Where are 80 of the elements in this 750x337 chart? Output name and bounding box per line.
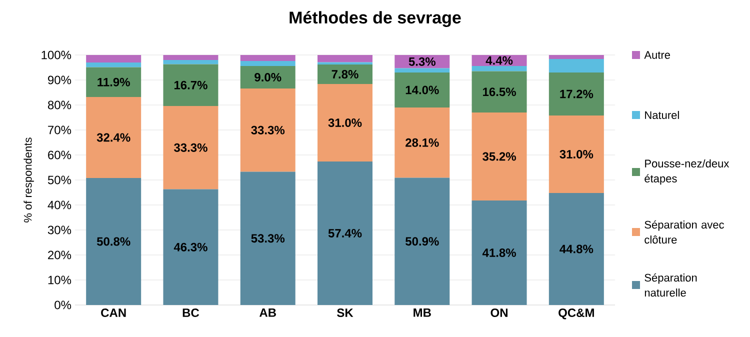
- bar: [394, 107, 450, 178]
- x-tick-label: QC&M: [558, 308, 594, 320]
- legend-label: Naturel: [645, 110, 679, 120]
- bar: [394, 68, 450, 72]
- legend-label: Séparation naturelle: [644, 273, 697, 297]
- y-tick-label: 10%: [48, 276, 72, 284]
- bar: [240, 60, 296, 66]
- data-label: 53.3%: [251, 234, 285, 243]
- data-label: 33.3%: [251, 126, 285, 134]
- data-label: 35.2%: [482, 152, 516, 161]
- data-label: 7.8%: [332, 70, 358, 78]
- bar: [548, 54, 604, 59]
- y-axis-title: % of respondents: [24, 138, 34, 222]
- y-tick-label: 100%: [42, 50, 72, 60]
- bar: [240, 54, 296, 61]
- x-tick-label: CAN: [101, 308, 126, 318]
- x-tick-label: AB: [259, 308, 276, 317]
- data-label: 16.7%: [174, 80, 208, 90]
- data-label: 50.9%: [406, 237, 439, 246]
- data-label: 33.3%: [174, 143, 208, 152]
- y-tick-label: 20%: [48, 250, 72, 260]
- data-label: 46.3%: [174, 242, 208, 252]
- data-label: 44.8%: [560, 244, 594, 254]
- x-tick-label: MB: [414, 308, 431, 317]
- bar: [86, 178, 142, 305]
- x-tick-label: BC: [182, 308, 200, 318]
- data-label: 41.8%: [482, 248, 516, 257]
- bar: [472, 66, 527, 72]
- bar: [472, 112, 527, 200]
- x-tick-label: ON: [490, 308, 508, 318]
- bar: [86, 67, 142, 97]
- data-label: 16.5%: [483, 88, 516, 96]
- bar: [318, 161, 372, 305]
- bar: [548, 192, 604, 305]
- legend-label: Autre: [644, 51, 670, 59]
- y-tick-label: 90%: [48, 76, 72, 84]
- data-label: 28.1%: [406, 138, 439, 147]
- y-tick-label: 0%: [54, 300, 72, 310]
- data-label: 31.0%: [560, 150, 594, 159]
- bar: [240, 88, 296, 172]
- data-label: 14.0%: [406, 86, 439, 94]
- data-label: 31.0%: [328, 118, 362, 128]
- bar: [163, 106, 218, 190]
- bar: [86, 62, 142, 68]
- bar: [318, 64, 372, 84]
- y-tick-label: 60%: [48, 150, 72, 160]
- chart-title: Méthodes de sevrage: [290, 10, 461, 28]
- data-label: 50.8%: [96, 237, 130, 246]
- y-tick-label: 70%: [48, 126, 72, 134]
- data-label: 32.4%: [96, 133, 130, 142]
- bar: [318, 54, 372, 62]
- bar: [240, 66, 296, 88]
- x-tick-label: SK: [337, 308, 354, 318]
- bar: [163, 54, 218, 60]
- bar: [548, 58, 604, 72]
- data-label: 5.3%: [408, 57, 436, 66]
- bar: [394, 178, 450, 305]
- data-label: 9.0%: [254, 73, 282, 82]
- bar: [394, 72, 450, 108]
- data-label: 11.9%: [98, 78, 130, 86]
- bar: [472, 71, 527, 112]
- y-tick-label: 80%: [48, 100, 72, 110]
- y-tick-label: 50%: [48, 176, 72, 184]
- data-label: 17.2%: [560, 90, 594, 98]
- bar: [472, 200, 527, 305]
- bar: [240, 172, 296, 305]
- bar: [163, 189, 218, 305]
- legend-label: Séparation avec clôture: [644, 220, 724, 244]
- bar: [163, 64, 218, 106]
- data-label: 4.4%: [486, 56, 513, 65]
- legend-label: Pousse-nez/deux étapes: [644, 159, 730, 185]
- bar: [86, 54, 142, 62]
- bar: [86, 96, 142, 178]
- bar: [318, 84, 372, 162]
- data-label: 57.4%: [328, 229, 362, 238]
- bar: [163, 60, 218, 64]
- y-tick-label: 40%: [48, 200, 72, 210]
- bar: [548, 115, 604, 193]
- bar: [548, 72, 604, 116]
- y-tick-label: 30%: [48, 226, 72, 234]
